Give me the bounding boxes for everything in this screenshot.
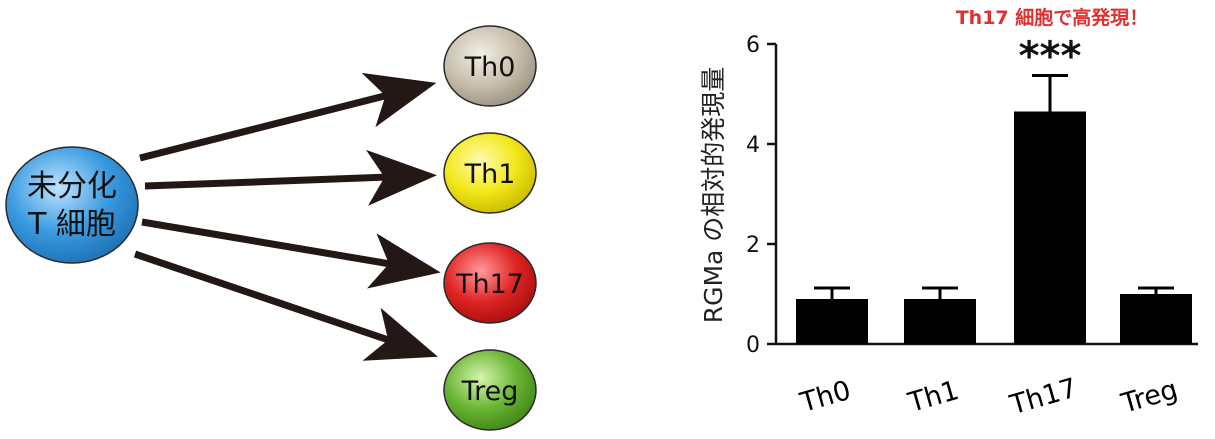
th17-label: Th17 <box>455 269 524 300</box>
arrow-to-th1 <box>144 149 437 206</box>
th0-node: Th0 <box>443 25 537 107</box>
differentiation-diagram: 未分化 T 細胞 Th0 Th1 Th17 Treg <box>5 25 537 431</box>
bar-chart: Th17 細胞で高発現！ RGMa の相対的発現量 0 2 4 6 Th0 Th1 Th1… <box>699 6 1198 421</box>
x-tick-label: Treg <box>1117 374 1181 420</box>
bar-treg <box>1120 294 1192 344</box>
chart-annotation: Th17 細胞で高発現！ <box>956 6 1149 29</box>
bars <box>796 74 1192 344</box>
treg-node: Treg <box>443 349 537 431</box>
x-tick-label: Th1 <box>904 375 962 419</box>
bar-th17 <box>1014 111 1086 344</box>
bar-th0 <box>796 299 868 344</box>
naive-t-cell-label-line2: T 細胞 <box>27 207 116 242</box>
naive-t-cell-node: 未分化 T 細胞 <box>5 146 139 264</box>
y-tick-label: 4 <box>746 133 760 158</box>
treg-label: Treg <box>461 376 519 407</box>
arrow-to-th17 <box>141 218 441 289</box>
y-axis-label: RGMa の相対的発現量 <box>699 67 728 324</box>
arrow-to-th0 <box>139 72 437 162</box>
significance-marker: *** <box>1019 34 1082 80</box>
th0-label: Th0 <box>464 52 516 83</box>
y-tick-label: 2 <box>746 233 760 258</box>
arrow-to-treg <box>133 250 438 361</box>
y-ticks: 0 2 4 6 <box>746 33 776 358</box>
th1-label: Th1 <box>464 159 516 190</box>
th17-node: Th17 <box>443 242 537 324</box>
th1-node: Th1 <box>443 132 537 214</box>
bar-th1 <box>904 299 976 344</box>
y-tick-label: 0 <box>746 333 760 358</box>
x-tick-labels: Th0 Th1 Th17 Treg <box>796 373 1181 422</box>
naive-t-cell-label-line1: 未分化 <box>27 169 117 204</box>
x-tick-label: Th0 <box>796 375 854 419</box>
y-tick-label: 6 <box>746 33 760 58</box>
x-tick-label: Th17 <box>1006 373 1081 422</box>
